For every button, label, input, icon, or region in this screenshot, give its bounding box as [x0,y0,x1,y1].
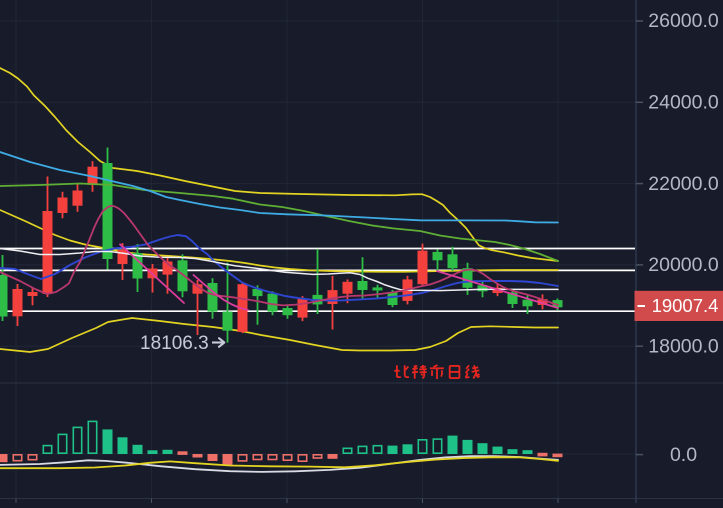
svg-text:22000.0: 22000.0 [648,173,719,195]
svg-text:18106.3: 18106.3 [140,333,209,354]
svg-text:19007.4: 19007.4 [652,295,719,316]
svg-text:18000.0: 18000.0 [648,335,719,357]
svg-text:24000.0: 24000.0 [648,92,719,114]
svg-text:0.0: 0.0 [670,444,697,466]
svg-text:26000.0: 26000.0 [648,10,719,32]
svg-text:20000.0: 20000.0 [648,254,719,276]
